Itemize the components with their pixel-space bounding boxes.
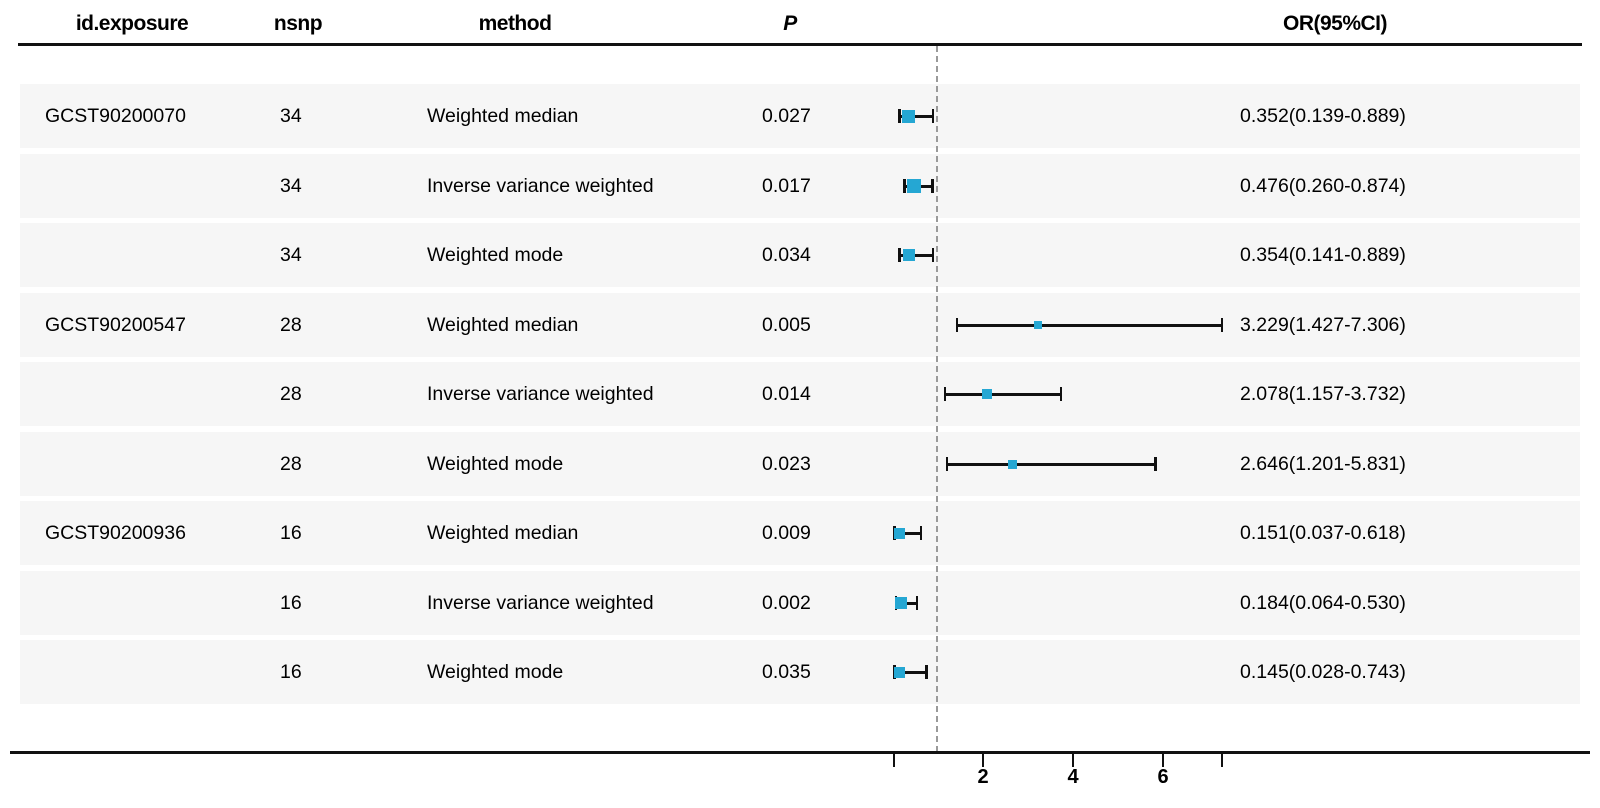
method-cell: Weighted mode [427, 661, 564, 683]
exposure-cell: GCST90200547 [45, 314, 186, 336]
method-cell: Weighted median [427, 522, 579, 544]
table-row: GCST90200936 16 Weighted median 0.009 0.… [20, 501, 1580, 565]
axis-tick [1162, 754, 1164, 767]
table-row: GCST90200070 34 Weighted median 0.027 0.… [20, 84, 1580, 148]
method-cell: Inverse variance weighted [427, 592, 654, 614]
ci-cap [943, 387, 947, 401]
or-point-marker [1007, 459, 1017, 469]
or-point-marker [907, 179, 922, 193]
pvalue-cell: 0.009 [762, 522, 811, 544]
column-header-exposure: id.exposure [75, 12, 189, 35]
ci-line [945, 393, 1061, 396]
method-cell: Inverse variance weighted [427, 383, 654, 405]
axis-tick [1072, 754, 1074, 767]
or-ci-cell: 2.646(1.201-5.831) [1240, 453, 1406, 475]
table-row: GCST90200547 28 Weighted median 0.005 3.… [20, 293, 1580, 357]
nsnp-cell: 34 [280, 175, 302, 197]
ci-cap [919, 526, 923, 540]
ci-line [899, 254, 933, 257]
or-point-marker [1034, 321, 1043, 329]
ci-line [899, 115, 933, 118]
ci-cap [915, 596, 919, 610]
ci-cap [1154, 457, 1157, 471]
axis-tick [982, 754, 984, 767]
ci-line [957, 324, 1222, 327]
axis-tick-label: 2 [977, 766, 989, 788]
pvalue-cell: 0.014 [762, 383, 811, 405]
or-point-marker [902, 109, 916, 123]
ci-cap [931, 109, 935, 123]
table-row: 16 Weighted mode 0.035 0.145(0.028-0.743… [20, 640, 1580, 704]
nsnp-cell: 16 [280, 522, 302, 544]
axis-tick [893, 754, 896, 767]
column-header-pvalue: P [783, 12, 797, 35]
nsnp-cell: 34 [280, 105, 302, 127]
ci-cap [945, 457, 949, 471]
x-axis-line [10, 751, 1590, 754]
or-point-marker [894, 527, 906, 539]
or-ci-cell: 0.184(0.064-0.530) [1240, 592, 1406, 614]
method-cell: Weighted mode [427, 244, 564, 266]
or-ci-cell: 0.352(0.139-0.889) [1240, 105, 1406, 127]
header-divider-line [18, 43, 1582, 46]
nsnp-cell: 16 [280, 661, 302, 683]
ci-cap [955, 318, 959, 332]
or-ci-cell: 0.151(0.037-0.618) [1240, 522, 1406, 544]
nsnp-cell: 34 [280, 244, 302, 266]
or-ci-cell: 2.078(1.157-3.732) [1240, 383, 1406, 405]
table-row: 16 Inverse variance weighted 0.002 0.184… [20, 571, 1580, 635]
column-header-method: method [478, 12, 552, 35]
exposure-cell: GCST90200936 [45, 522, 186, 544]
method-cell: Inverse variance weighted [427, 175, 654, 197]
ci-cap [898, 248, 901, 262]
pvalue-cell: 0.017 [762, 175, 811, 197]
ci-cap [1220, 318, 1224, 332]
pvalue-cell: 0.027 [762, 105, 811, 127]
table-row: 34 Weighted mode 0.034 0.354(0.141-0.889… [20, 223, 1580, 287]
reference-line-or-1 [936, 46, 938, 752]
axis-tick [1220, 754, 1223, 767]
method-cell: Weighted median [427, 314, 579, 336]
ci-cap [903, 179, 906, 193]
table-row: 28 Inverse variance weighted 0.014 2.078… [20, 362, 1580, 426]
nsnp-cell: 28 [280, 453, 302, 475]
ci-cap [925, 665, 928, 679]
nsnp-cell: 28 [280, 314, 302, 336]
pvalue-cell: 0.002 [762, 592, 811, 614]
pvalue-cell: 0.035 [762, 661, 811, 683]
table-row: 28 Weighted mode 0.023 2.646(1.201-5.831… [20, 432, 1580, 496]
or-point-marker [895, 597, 908, 609]
ci-cap [898, 109, 901, 123]
method-cell: Weighted median [427, 105, 579, 127]
axis-tick-label: 6 [1157, 766, 1169, 788]
nsnp-cell: 28 [280, 383, 302, 405]
or-ci-cell: 0.476(0.260-0.874) [1240, 175, 1406, 197]
ci-cap [931, 248, 935, 262]
or-point-marker [981, 389, 992, 399]
or-point-marker [902, 249, 915, 261]
ci-line [894, 671, 927, 674]
column-header-or-ci: OR(95%CI) [1282, 12, 1388, 35]
or-point-marker [894, 666, 906, 678]
ci-line [894, 532, 921, 535]
column-header-nsnp: nsnp [273, 12, 323, 35]
method-cell: Weighted mode [427, 453, 564, 475]
ci-cap [931, 179, 934, 193]
or-ci-cell: 3.229(1.427-7.306) [1240, 314, 1406, 336]
ci-cap [1059, 387, 1063, 401]
ci-line [947, 463, 1156, 466]
or-ci-cell: 0.145(0.028-0.743) [1240, 661, 1406, 683]
table-row: 34 Inverse variance weighted 0.017 0.476… [20, 154, 1580, 218]
nsnp-cell: 16 [280, 592, 302, 614]
pvalue-cell: 0.005 [762, 314, 811, 336]
pvalue-cell: 0.034 [762, 244, 811, 266]
or-ci-cell: 0.354(0.141-0.889) [1240, 244, 1406, 266]
pvalue-cell: 0.023 [762, 453, 811, 475]
exposure-cell: GCST90200070 [45, 105, 186, 127]
axis-tick-label: 4 [1067, 766, 1079, 788]
